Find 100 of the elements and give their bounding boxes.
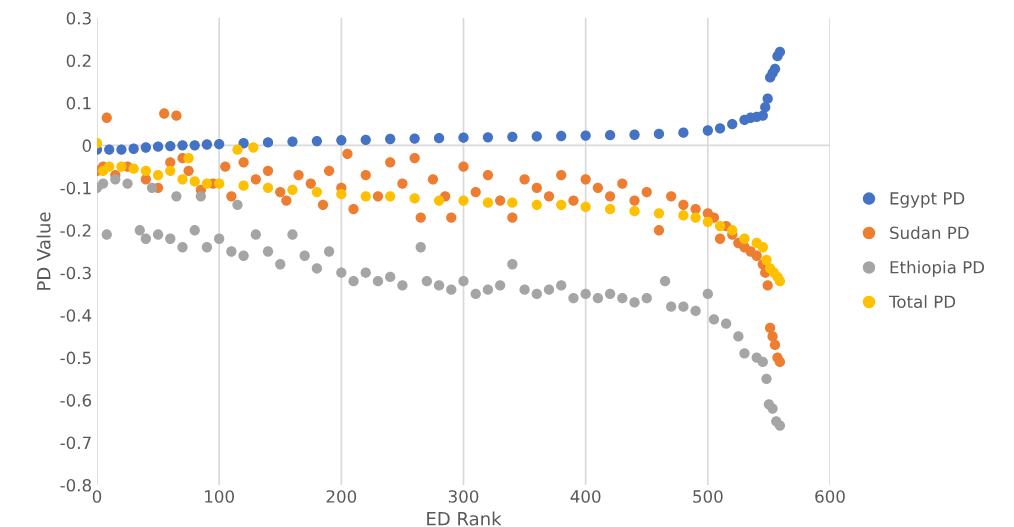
point	[409, 133, 420, 144]
point	[311, 135, 323, 147]
y-tick-label: 0.1	[66, 96, 91, 110]
point	[287, 136, 298, 147]
x-tick-label: 0	[92, 490, 102, 503]
point	[604, 130, 616, 141]
point	[727, 225, 738, 236]
point	[177, 174, 188, 185]
point	[482, 132, 494, 143]
point	[336, 189, 347, 200]
y-tick-label: -0.4	[60, 309, 92, 322]
point	[128, 163, 139, 174]
point	[507, 197, 518, 208]
y-axis-title: PD Value	[36, 212, 51, 290]
point	[189, 140, 200, 151]
x-tick-label: 100	[205, 490, 234, 503]
point	[690, 212, 701, 223]
x-tick-label: 200	[326, 490, 357, 503]
y-tick-label: 0.3	[66, 11, 91, 25]
point	[262, 137, 274, 148]
point	[702, 216, 713, 227]
point	[774, 276, 786, 287]
point	[262, 182, 274, 193]
point	[360, 191, 371, 202]
x-axis-title: ED Rank	[427, 511, 502, 526]
point	[727, 118, 738, 130]
point	[165, 165, 176, 176]
point	[702, 125, 713, 136]
point	[458, 195, 469, 206]
point	[678, 210, 689, 221]
point	[433, 133, 445, 144]
y-tick-label: -0.8	[60, 478, 91, 492]
y-tick-label: -0.5	[60, 351, 91, 365]
point	[165, 141, 176, 152]
y-tick-label: 0.2	[66, 54, 91, 68]
point	[152, 141, 164, 152]
point	[531, 131, 542, 142]
point	[409, 193, 420, 204]
point	[104, 161, 115, 172]
point	[189, 176, 200, 187]
point	[739, 233, 750, 244]
point	[714, 123, 726, 134]
point	[201, 139, 213, 150]
point	[183, 152, 194, 164]
point	[433, 195, 445, 206]
point	[714, 220, 726, 232]
point	[385, 191, 396, 202]
point	[336, 135, 347, 146]
point	[762, 93, 773, 104]
y-tick-label: -0.3	[60, 266, 91, 280]
point	[232, 144, 243, 155]
x-tick-label: 600	[815, 490, 845, 503]
point	[458, 132, 469, 143]
point	[287, 184, 298, 196]
point	[556, 130, 567, 142]
point	[140, 142, 152, 153]
y-tick-label: -0.7	[60, 436, 91, 450]
point	[761, 254, 772, 266]
point	[214, 178, 225, 189]
point	[556, 199, 567, 210]
legend-label: Ethiopia PD	[890, 260, 985, 277]
point	[653, 128, 665, 140]
point	[140, 165, 152, 176]
point	[629, 129, 640, 140]
x-tick-label: 500	[693, 490, 723, 503]
point	[248, 142, 259, 153]
point	[757, 242, 768, 253]
point	[482, 197, 494, 208]
point	[678, 127, 689, 138]
point	[116, 144, 127, 155]
point	[238, 180, 249, 191]
point	[104, 144, 115, 155]
point	[177, 140, 188, 151]
y-tick-label: -0.6	[60, 394, 92, 407]
point	[580, 201, 591, 213]
legend-label: Total PD	[888, 295, 956, 309]
y-tick-label: -0.1	[60, 181, 91, 195]
point	[360, 134, 371, 145]
point	[214, 138, 225, 150]
point	[580, 130, 591, 141]
point	[152, 169, 164, 181]
point	[604, 203, 616, 215]
x-tick-label: 300	[448, 490, 479, 503]
x-tick-label: 400	[570, 490, 601, 503]
point	[531, 199, 542, 210]
y-tick-label: -0.2	[60, 224, 91, 237]
point	[760, 102, 771, 113]
point	[757, 110, 768, 121]
point	[774, 46, 786, 58]
point	[385, 133, 396, 145]
point	[653, 208, 665, 219]
point	[507, 131, 518, 143]
point	[116, 161, 127, 172]
legend-label: Sudan PD	[890, 226, 969, 240]
point	[128, 143, 139, 154]
point	[311, 186, 323, 198]
point	[201, 178, 213, 189]
legend-label: Egypt PD	[890, 192, 965, 208]
point	[769, 63, 781, 75]
point	[238, 138, 249, 149]
